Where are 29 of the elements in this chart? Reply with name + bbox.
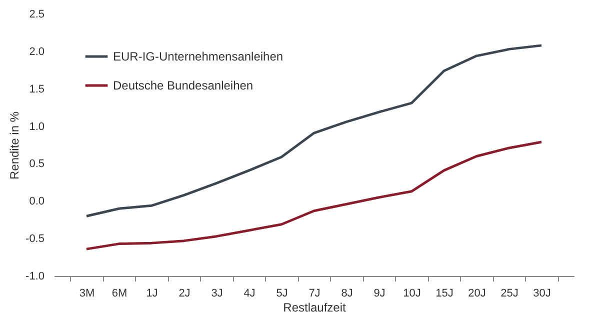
x-tick-label: 5J xyxy=(276,288,288,300)
x-axis-title: Restlaufzeit xyxy=(283,300,347,314)
y-tick-label: 0.5 xyxy=(29,158,44,170)
x-tick-label: 10J xyxy=(403,288,421,300)
legend-label: EUR-IG-Unternehmensanleihen xyxy=(113,50,284,64)
y-tick-label: 1.0 xyxy=(29,120,44,133)
x-tick-label: 9J xyxy=(374,288,386,300)
x-tick-label: 7J xyxy=(308,288,320,300)
x-tick-label: 3J xyxy=(211,288,223,300)
y-tick-label: -0.5 xyxy=(26,233,44,246)
legend-label: Deutsche Bundesanleihen xyxy=(113,78,254,92)
x-tick-label: 3M xyxy=(79,288,95,300)
y-tick-label: 1.5 xyxy=(29,83,44,96)
x-tick-label: 25J xyxy=(500,288,518,300)
line-series xyxy=(85,44,543,218)
line-series xyxy=(85,140,543,250)
y-tick-label: 0.0 xyxy=(29,196,44,208)
x-tick-label: 6M xyxy=(112,288,128,300)
y-tick-label: -1.0 xyxy=(26,270,44,282)
x-tick-label: 30J xyxy=(533,288,551,300)
y-tick-label: 2.0 xyxy=(29,46,44,58)
x-tick-label: 4J xyxy=(244,288,256,300)
x-tick-label: 2J xyxy=(178,288,190,300)
y-axis-title: Rendite in % xyxy=(8,111,22,180)
x-tick-label: 15J xyxy=(436,288,454,300)
x-tick-label: 1J xyxy=(146,288,158,300)
x-tick-label: 20J xyxy=(468,288,486,300)
x-tick-label: 8J xyxy=(341,288,353,300)
y-tick-label: 2.5 xyxy=(29,8,44,20)
